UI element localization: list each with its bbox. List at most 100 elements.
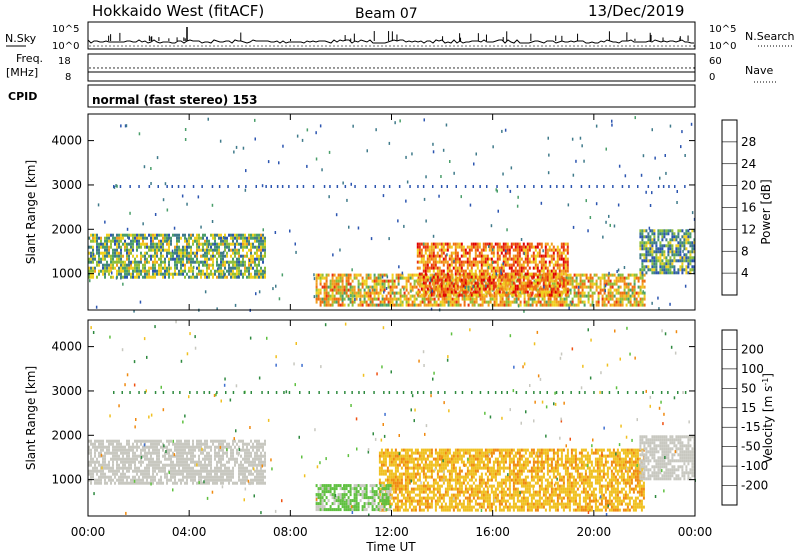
heatmap-cell bbox=[152, 260, 154, 264]
heatmap-cell bbox=[493, 300, 496, 304]
heatmap-cell bbox=[232, 242, 234, 246]
heatmap-cell bbox=[599, 282, 602, 286]
heatmap-cell bbox=[184, 469, 186, 473]
noise-search-dot bbox=[225, 45, 227, 47]
heatmap-cell bbox=[425, 175, 427, 179]
heatmap-cell bbox=[468, 269, 471, 273]
heatmap-cell bbox=[388, 141, 391, 145]
heatmap-cell bbox=[160, 460, 162, 464]
heatmap-cell bbox=[206, 263, 208, 267]
heatmap-cell bbox=[498, 254, 501, 258]
heatmap-cell bbox=[605, 273, 608, 277]
heatmap-cell bbox=[120, 472, 122, 476]
heatmap-cell bbox=[684, 154, 686, 157]
heatmap-cell bbox=[148, 245, 150, 249]
heatmap-cell bbox=[333, 294, 336, 298]
heatmap-cell bbox=[469, 288, 472, 292]
heatmap-cell bbox=[470, 287, 473, 291]
heatmap-cell bbox=[218, 185, 221, 188]
heatmap-cell bbox=[554, 248, 557, 252]
heatmap-cell bbox=[136, 466, 138, 470]
heatmap-cell bbox=[426, 257, 429, 261]
heatmap-cell bbox=[164, 260, 166, 264]
heatmap-cell bbox=[625, 285, 628, 289]
heatmap-cell bbox=[341, 282, 344, 286]
heatmap-cell bbox=[174, 454, 176, 458]
nave-dot bbox=[481, 67, 483, 69]
heatmap-cell bbox=[671, 247, 674, 251]
heatmap-cell bbox=[361, 303, 364, 307]
heatmap-cell bbox=[168, 442, 170, 446]
heatmap-cell bbox=[689, 259, 692, 263]
heatmap-cell bbox=[238, 257, 240, 261]
heatmap-cell bbox=[140, 257, 142, 261]
heatmap-cell bbox=[180, 236, 182, 240]
heatmap-cell bbox=[655, 271, 658, 275]
heatmap-cell bbox=[176, 266, 178, 270]
heatmap-cell bbox=[502, 269, 505, 273]
heatmap-cell bbox=[569, 279, 572, 283]
heatmap-cell bbox=[423, 273, 426, 277]
heatmap-cell bbox=[466, 263, 469, 267]
heatmap-cell bbox=[476, 260, 479, 264]
heatmap-cell bbox=[669, 262, 672, 266]
heatmap-cell bbox=[659, 268, 662, 272]
heatmap-cell bbox=[216, 269, 218, 273]
heatmap-cell bbox=[395, 273, 398, 277]
heatmap-cell bbox=[126, 251, 128, 255]
heatmap-cell bbox=[244, 245, 246, 249]
heatmap-cell bbox=[180, 442, 182, 446]
heatmap-cell bbox=[432, 269, 435, 273]
heatmap-cell bbox=[138, 481, 140, 485]
heatmap-cell bbox=[154, 442, 156, 446]
heatmap-cell bbox=[157, 185, 159, 188]
heatmap-cell bbox=[174, 448, 176, 452]
heatmap-cell bbox=[234, 251, 236, 255]
heatmap-cell bbox=[651, 271, 654, 275]
heatmap-cell bbox=[667, 262, 670, 266]
heatmap-cell bbox=[364, 185, 367, 188]
heatmap-cell bbox=[184, 233, 186, 237]
heatmap-cell bbox=[323, 185, 326, 188]
heatmap-cell bbox=[571, 137, 574, 141]
heatmap-cell bbox=[260, 239, 262, 243]
heatmap-cell bbox=[154, 478, 156, 482]
heatmap-cell bbox=[510, 257, 513, 261]
heatmap-cell bbox=[558, 263, 561, 267]
heatmap-cell bbox=[645, 244, 648, 248]
heatmap-cell bbox=[250, 257, 252, 261]
nave-dot bbox=[597, 67, 599, 69]
heatmap-cell bbox=[659, 256, 662, 260]
heatmap-cell bbox=[524, 272, 527, 276]
heatmap-cell bbox=[562, 269, 565, 273]
heatmap-cell bbox=[649, 241, 652, 245]
heatmap-cell bbox=[546, 284, 549, 288]
heatmap-cell bbox=[208, 257, 210, 261]
heatmap-cell bbox=[88, 272, 90, 276]
heatmap-cell bbox=[685, 235, 688, 239]
heatmap-cell bbox=[365, 279, 368, 283]
heatmap-cell bbox=[323, 297, 326, 301]
heatmap-cell bbox=[236, 275, 238, 279]
heatmap-cell bbox=[406, 180, 409, 184]
heatmap-cell bbox=[152, 472, 154, 476]
heatmap-cell bbox=[190, 448, 192, 452]
heatmap-cell bbox=[119, 185, 122, 188]
heatmap-cell bbox=[176, 245, 178, 249]
heatmap-cell bbox=[589, 273, 592, 277]
heatmap-cell bbox=[204, 442, 206, 446]
heatmap-cell bbox=[587, 285, 590, 289]
heatmap-cell bbox=[415, 297, 418, 301]
heatmap-cell bbox=[504, 278, 507, 282]
heatmap-cell bbox=[453, 259, 455, 263]
heatmap-cell bbox=[130, 248, 132, 252]
heatmap-cell bbox=[154, 236, 156, 240]
heatmap-cell bbox=[420, 260, 423, 264]
heatmap-cell bbox=[176, 242, 178, 246]
heatmap-cell bbox=[347, 288, 350, 292]
heatmap-cell bbox=[520, 275, 523, 279]
heatmap-cell bbox=[108, 245, 110, 249]
heatmap-cell bbox=[477, 303, 480, 307]
heatmap-cell bbox=[416, 281, 419, 285]
heatmap-cell bbox=[136, 469, 138, 473]
